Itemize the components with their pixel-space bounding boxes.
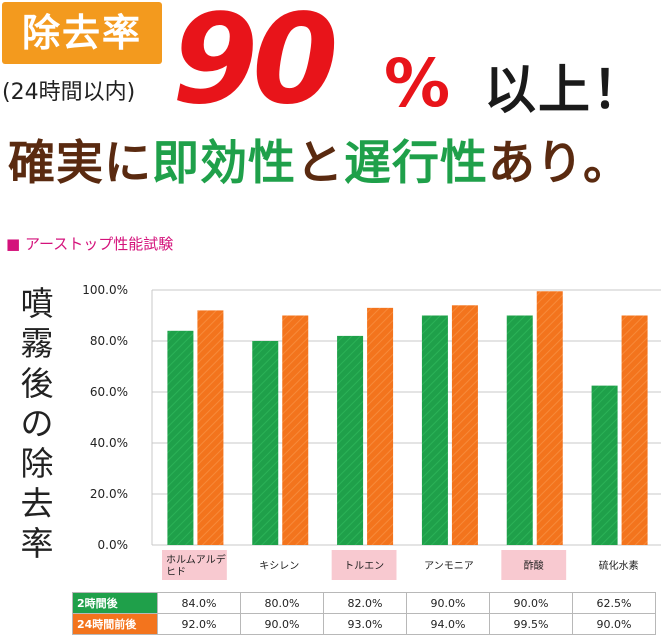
table-cell: 90.0% (240, 613, 324, 635)
category-label-bg (162, 550, 227, 580)
table-row: 2時間後 84.0% 80.0% 82.0% 90.0% 90.0% 62.5% (72, 592, 656, 614)
headline-part-4: 遅行性 (344, 136, 488, 191)
y-tick-label: 60.0% (90, 385, 128, 399)
y-axis-label: 噴霧後の除去率 (20, 284, 54, 563)
table-cell: 92.0% (157, 613, 241, 635)
bar-chart: 0.0% 20.0% 40.0% 60.0% 80.0% 100.0% ホルムアルデヒド キ… (82, 283, 661, 580)
category-label: ホルムアルデヒド (166, 553, 226, 578)
table-cell: 80.0% (240, 592, 324, 614)
bar-after-2h (167, 330, 194, 545)
table-cell: 90.0% (572, 613, 656, 635)
bar-after-2h (252, 341, 279, 545)
bar-after-24h (451, 305, 478, 545)
headline-part-1: 確実に (8, 136, 152, 191)
table-cell: 90.0% (489, 592, 573, 614)
headline-part-2: 即効性 (152, 136, 296, 191)
table-row: 24時間前後 92.0% 90.0% 93.0% 94.0% 99.5% 90.0% (72, 613, 656, 635)
bar-after-2h (337, 335, 364, 545)
section-title: ■ アーストップ性能試験 (6, 235, 174, 253)
category-label: 酢酸 (524, 559, 544, 572)
table-cell: 94.0% (406, 613, 490, 635)
data-table: 2時間後 84.0% 80.0% 82.0% 90.0% 90.0% 62.5% 24時間前後… (72, 592, 656, 635)
y-tick-label: 80.0% (90, 334, 128, 348)
badge-subtitle: (24時間以内) (2, 80, 136, 105)
big-suffix: 以上！ (484, 61, 647, 121)
bar-after-2h (591, 385, 618, 545)
table-cell: 62.5% (572, 592, 656, 614)
table-cell: 82.0% (323, 592, 407, 614)
bar-after-24h (282, 315, 309, 545)
headline: 確実に即効性と遅行性あり。 (8, 134, 631, 194)
table-row-header: 24時間前後 (72, 613, 158, 635)
bar-after-2h (506, 315, 533, 545)
table-cell: 84.0% (157, 592, 241, 614)
category-label: 硫化水素 (599, 559, 639, 572)
table-row-header: 2時間後 (72, 592, 158, 614)
y-tick-label: 0.0% (98, 538, 129, 552)
y-tick-label: 40.0% (90, 436, 128, 450)
headline-part-3: と (296, 136, 344, 191)
table-cell: 99.5% (489, 613, 573, 635)
bar-after-24h (536, 291, 563, 545)
bar-after-2h (421, 315, 448, 545)
category-label: アンモニア (424, 561, 474, 572)
removal-rate-badge: 除去率 (2, 2, 162, 64)
percent-sign: % (384, 45, 451, 122)
bar-after-24h (367, 307, 394, 545)
headline-part-5: あり。 (488, 136, 632, 191)
bar-after-24h (621, 315, 648, 545)
table-cell: 93.0% (323, 613, 407, 635)
big-percentage-number: 90 (172, 0, 339, 132)
category-label: キシレン (259, 561, 299, 572)
y-tick-label: 100.0% (82, 283, 128, 297)
category-label-bg (501, 550, 567, 580)
category-label-bg (331, 550, 397, 580)
y-tick-label: 20.0% (90, 487, 128, 501)
bar-after-24h (197, 310, 224, 545)
table-cell: 90.0% (406, 592, 490, 614)
category-label: トルエン (344, 561, 384, 572)
